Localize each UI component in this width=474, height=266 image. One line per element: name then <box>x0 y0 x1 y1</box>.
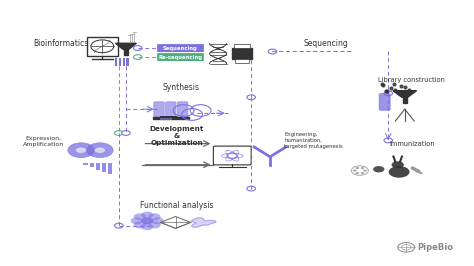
Circle shape <box>148 213 161 220</box>
FancyBboxPatch shape <box>379 94 390 110</box>
Bar <box>108 163 112 174</box>
Circle shape <box>363 169 367 172</box>
Circle shape <box>361 172 365 174</box>
Text: PipeBio: PipeBio <box>418 243 454 252</box>
Text: Synthesis: Synthesis <box>163 83 200 92</box>
Circle shape <box>356 167 359 169</box>
Circle shape <box>384 91 392 96</box>
Bar <box>402 97 407 103</box>
FancyBboxPatch shape <box>165 102 176 118</box>
Bar <box>124 49 128 55</box>
Text: Engineering,
humanization,
targeted mutagenesis: Engineering, humanization, targeted muta… <box>284 132 343 149</box>
Bar <box>102 163 106 172</box>
Bar <box>123 63 125 66</box>
Bar <box>115 58 118 63</box>
Bar <box>160 115 176 120</box>
Circle shape <box>75 147 87 153</box>
Circle shape <box>134 55 142 59</box>
Circle shape <box>353 169 356 172</box>
Circle shape <box>384 138 392 143</box>
Circle shape <box>141 217 154 224</box>
Bar <box>83 163 88 165</box>
Bar <box>119 63 121 66</box>
Text: Immunization: Immunization <box>389 141 435 147</box>
FancyBboxPatch shape <box>154 102 164 118</box>
Bar <box>232 48 252 59</box>
Text: Sequencing: Sequencing <box>303 39 348 48</box>
Circle shape <box>373 166 384 172</box>
Bar <box>235 59 249 63</box>
Bar <box>123 58 125 63</box>
Text: Expression,
Amplification: Expression, Amplification <box>23 136 64 147</box>
Polygon shape <box>191 218 216 227</box>
FancyBboxPatch shape <box>87 37 118 56</box>
Circle shape <box>94 147 106 153</box>
Circle shape <box>247 95 255 100</box>
Circle shape <box>115 131 123 135</box>
Text: Functional analysis: Functional analysis <box>140 201 213 210</box>
Circle shape <box>131 217 143 224</box>
Text: Bioinformatics: Bioinformatics <box>34 39 89 48</box>
Bar <box>160 118 172 120</box>
Circle shape <box>134 222 146 228</box>
Bar <box>119 58 121 63</box>
Circle shape <box>68 143 94 158</box>
FancyBboxPatch shape <box>213 146 251 165</box>
Bar <box>127 63 129 66</box>
Circle shape <box>392 161 404 168</box>
Polygon shape <box>393 91 417 97</box>
Circle shape <box>152 217 164 224</box>
Circle shape <box>148 222 161 228</box>
Circle shape <box>356 172 359 174</box>
Bar <box>96 163 100 169</box>
Polygon shape <box>116 43 137 49</box>
Bar <box>115 63 118 66</box>
Circle shape <box>141 223 154 230</box>
Circle shape <box>134 213 146 220</box>
Text: Re-sequencing: Re-sequencing <box>158 55 202 60</box>
Circle shape <box>247 186 255 191</box>
FancyBboxPatch shape <box>157 44 204 52</box>
Circle shape <box>141 211 154 218</box>
Circle shape <box>268 49 277 54</box>
Circle shape <box>122 131 130 135</box>
Text: Sequencing: Sequencing <box>163 45 198 51</box>
Text: Development
&
Optimization: Development & Optimization <box>149 126 204 146</box>
FancyBboxPatch shape <box>157 53 204 61</box>
Text: Library construction: Library construction <box>378 77 445 83</box>
Circle shape <box>361 167 365 169</box>
Circle shape <box>389 166 410 178</box>
Circle shape <box>115 223 123 228</box>
FancyBboxPatch shape <box>177 102 188 118</box>
Circle shape <box>134 46 142 51</box>
Bar <box>234 44 250 48</box>
Bar <box>153 117 189 119</box>
Bar <box>127 58 129 63</box>
Bar <box>90 163 94 167</box>
Circle shape <box>87 143 113 158</box>
